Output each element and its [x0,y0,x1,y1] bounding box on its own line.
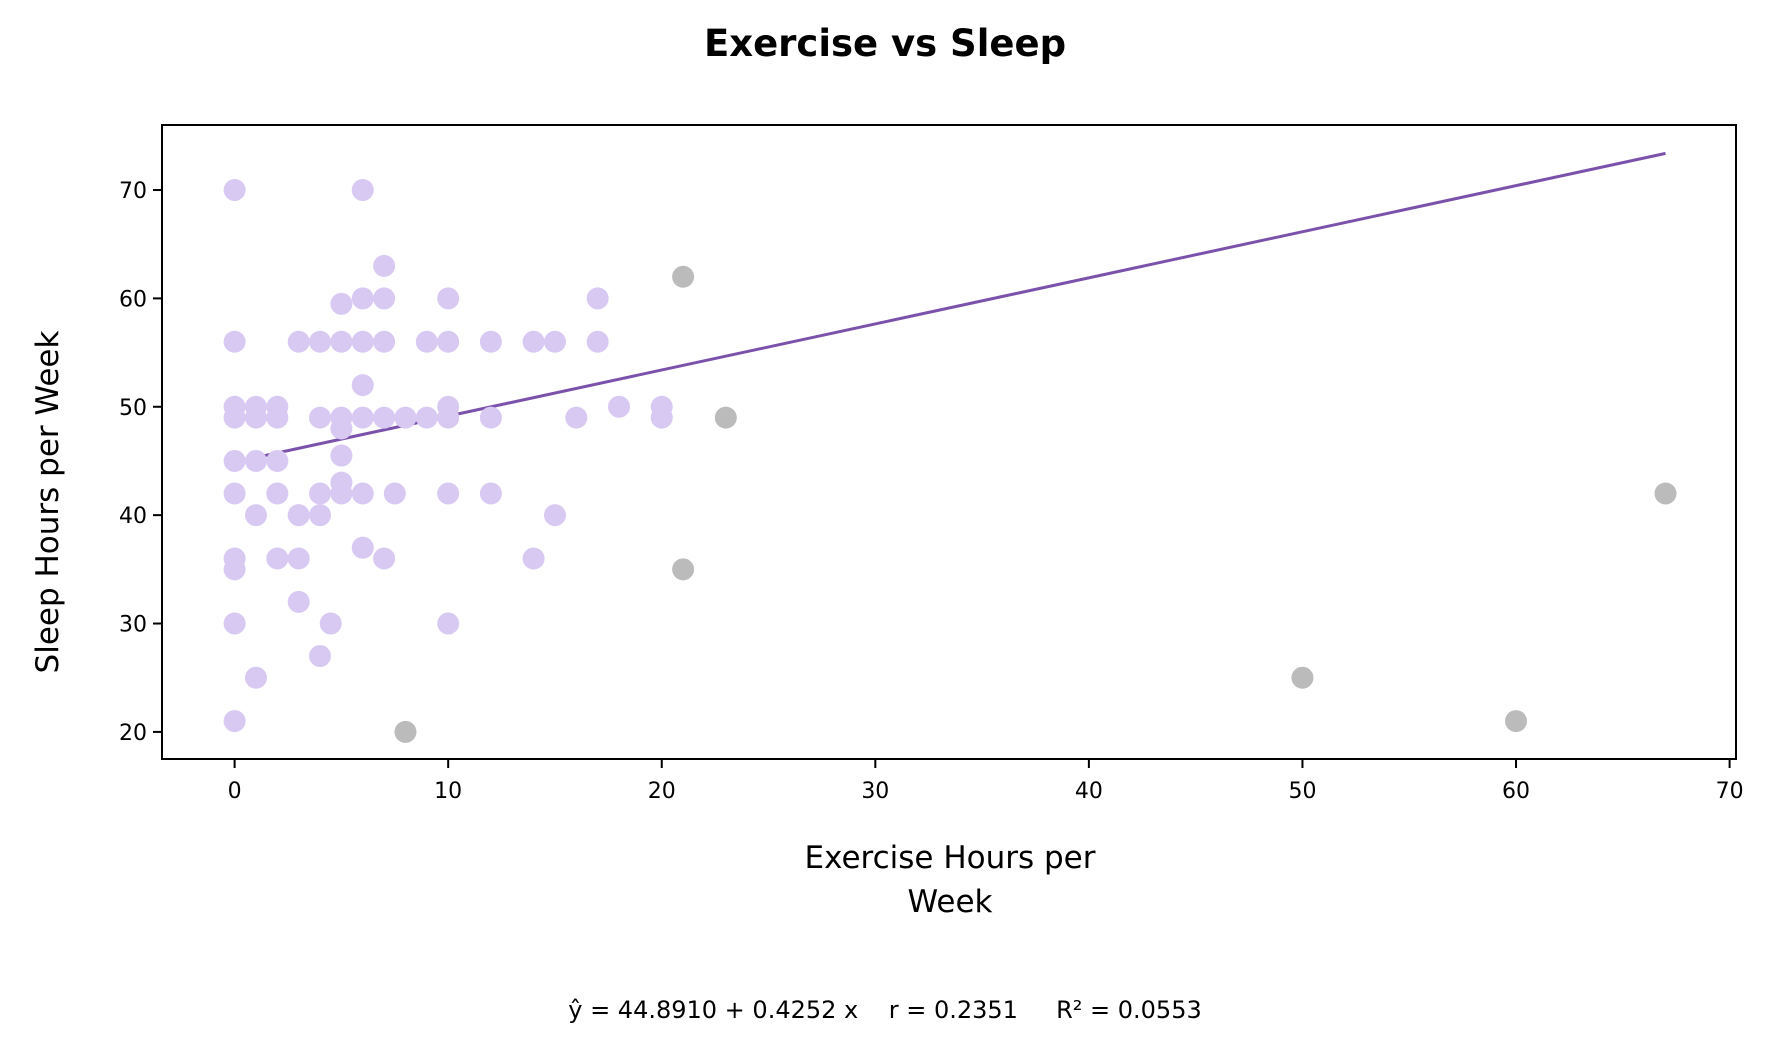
data-point [543,504,566,527]
data-point [479,406,502,429]
data-point [330,292,353,315]
data-point [437,406,460,429]
data-point [244,504,267,527]
data-point [437,612,460,635]
outlier-point [1291,666,1314,689]
data-point [309,406,332,429]
chart-title: Exercise vs Sleep [703,22,1067,65]
data-point [244,666,267,689]
data-point [415,330,438,353]
data-point [351,482,374,505]
data-point [479,330,502,353]
data-point [244,449,267,472]
outlier-point [1654,482,1677,505]
data-point [565,406,588,429]
regression-annotation: ŷ = 44.8910 + 0.4252 x r = 0.2351 R² = 0… [568,996,1202,1024]
y-tick-label: 50 [119,396,147,421]
data-point [394,406,417,429]
data-point [437,482,460,505]
x-axis-label: Exercise Hours per Week [700,836,1200,924]
y-tick-label: 70 [119,179,147,204]
data-point [351,287,374,310]
data-point [309,330,332,353]
data-point [373,547,396,570]
data-point [309,645,332,668]
x-tick-label: 20 [648,779,676,804]
x-axis-ticks: 0 10 20 30 40 50 60 70 [228,759,1744,804]
data-point [351,406,374,429]
x-tick-label: 40 [1075,779,1103,804]
data-point [479,482,502,505]
data-point [330,444,353,467]
data-point [373,406,396,429]
x-tick-label: 50 [1288,779,1316,804]
data-point [437,330,460,353]
y-axis-label: Sleep Hours per Week [30,330,66,674]
x-tick-label: 30 [861,779,889,804]
data-point [287,547,310,570]
data-point [383,482,406,505]
data-point [351,374,374,397]
data-point [586,330,609,353]
data-point [223,449,246,472]
data-point [415,406,438,429]
x-tick-label: 10 [434,779,462,804]
data-point [223,406,246,429]
data-point [586,287,609,310]
data-point [266,482,289,505]
data-point [373,254,396,277]
data-point [351,179,374,202]
data-point [330,417,353,440]
points-layer [223,179,1677,743]
data-point [244,406,267,429]
data-point [223,612,246,635]
outlier-point [394,720,417,743]
data-point [522,547,545,570]
data-point [223,330,246,353]
y-tick-label: 60 [119,287,147,312]
x-tick-label: 70 [1716,779,1744,804]
outlier-point [672,558,695,581]
y-tick-label: 20 [119,721,147,746]
x-tick-label: 0 [228,779,242,804]
data-point [309,482,332,505]
data-point [309,504,332,527]
data-point [330,330,353,353]
data-point [351,330,374,353]
outlier-point [714,406,737,429]
data-point [319,612,342,635]
data-point [373,287,396,310]
x-tick-label: 60 [1502,779,1530,804]
data-point [287,504,310,527]
regression-line [234,151,1666,464]
data-point [223,558,246,581]
outlier-point [672,265,695,288]
data-point [266,406,289,429]
data-point [608,395,631,418]
outlier-point [1505,710,1528,733]
data-point [266,449,289,472]
plot-area-frame [161,124,1737,760]
x-axis-label-line: Exercise Hours per [804,840,1096,876]
data-point [223,710,246,733]
regression-line-layer [234,151,1666,464]
data-point [223,179,246,202]
data-point [650,406,673,429]
y-tick-label: 30 [119,613,147,638]
y-tick-label: 40 [119,504,147,529]
data-point [522,330,545,353]
data-point [266,547,289,570]
data-point [351,536,374,559]
data-point [373,330,396,353]
data-point [543,330,566,353]
x-axis-label-line: Week [907,884,993,920]
data-point [223,482,246,505]
data-point [437,287,460,310]
data-point [330,482,353,505]
data-point [287,330,310,353]
data-point [287,590,310,613]
y-axis-ticks: 20 30 40 50 60 70 [119,179,162,746]
